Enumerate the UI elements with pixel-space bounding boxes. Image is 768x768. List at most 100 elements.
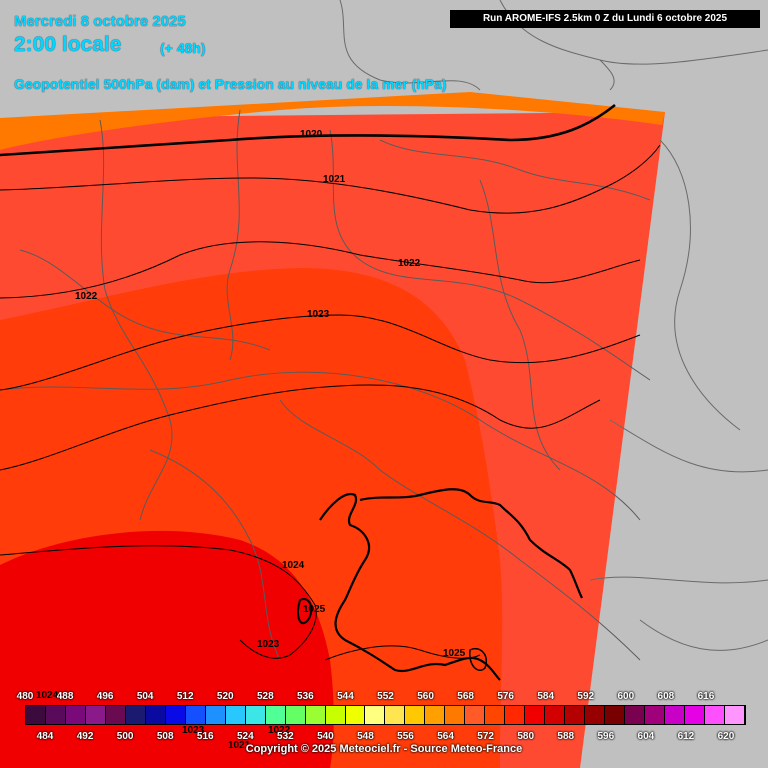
colorbar-label: 608 bbox=[657, 691, 675, 702]
copyright-notice: Copyright © 2025 Meteociel.fr - Source M… bbox=[245, 743, 523, 755]
colorbar-label: 536 bbox=[297, 691, 314, 702]
isobar-label: 1022 bbox=[268, 725, 291, 736]
colorbar-label: 528 bbox=[256, 691, 274, 702]
colorbar-label: 600 bbox=[617, 691, 635, 702]
colorbar-swatch bbox=[525, 706, 546, 724]
colorbar-label: 596 bbox=[597, 731, 615, 742]
colorbar-swatch bbox=[85, 706, 106, 724]
colorbar-label: 484 bbox=[36, 731, 54, 742]
forecast-offset: (+ 48h) bbox=[160, 40, 206, 56]
isobar-label: 1024 bbox=[282, 560, 305, 571]
colorbar-swatch bbox=[485, 706, 506, 724]
colorbar-swatch bbox=[405, 706, 426, 724]
colorbar-swatch bbox=[26, 706, 46, 724]
colorbar-label: 616 bbox=[697, 691, 715, 702]
colorbar-swatch bbox=[105, 706, 126, 724]
outer-borders bbox=[339, 0, 768, 651]
colorbar-label: 512 bbox=[176, 691, 194, 702]
colorbar-swatch bbox=[165, 706, 186, 724]
isobar-label: 1020 bbox=[300, 129, 323, 140]
isobar-label: 1024 bbox=[36, 690, 59, 701]
colorbar-label: 532 bbox=[277, 731, 294, 742]
colorbar-label: 604 bbox=[637, 731, 655, 742]
colorbar-swatch bbox=[605, 706, 626, 724]
colorbar-label: 580 bbox=[517, 731, 535, 742]
isobar-lines bbox=[0, 103, 661, 661]
colorbar-swatch bbox=[245, 706, 266, 724]
colorbar-swatch bbox=[225, 706, 246, 724]
isobar-label: 1023 bbox=[257, 639, 280, 650]
local-time: 2:00 locale bbox=[14, 33, 122, 56]
colorbar-swatch bbox=[465, 706, 486, 724]
colorbar-swatch bbox=[125, 706, 146, 724]
colorbar-label: 584 bbox=[537, 691, 555, 702]
geopotential-band-576 bbox=[0, 92, 665, 150]
colorbar-swatch bbox=[185, 706, 206, 724]
colorbar-label: 560 bbox=[417, 691, 434, 702]
forecast-date: Mercredi 8 octobre 2025 bbox=[14, 13, 186, 30]
colorbar-label: 500 bbox=[116, 731, 134, 742]
run-info-banner: Run AROME-IFS 2.5km 0 Z du Lundi 6 octob… bbox=[450, 10, 760, 28]
colorbar-label: 620 bbox=[717, 731, 735, 742]
colorbar-swatch bbox=[545, 706, 566, 724]
colorbar-label: 480 bbox=[16, 691, 34, 702]
island bbox=[469, 648, 487, 671]
colorbar-swatch bbox=[145, 706, 166, 724]
colorbar-swatch bbox=[445, 706, 466, 724]
colorbar-label: 552 bbox=[377, 691, 394, 702]
colorbar-swatch bbox=[285, 706, 306, 724]
colorbar-label: 612 bbox=[677, 731, 695, 742]
isobar-label: 1022 bbox=[398, 258, 421, 269]
colorbar-label: 572 bbox=[477, 731, 494, 742]
colorbar-swatch bbox=[625, 706, 646, 724]
isobar-label: 1021 bbox=[228, 740, 251, 751]
colorbar-swatch bbox=[205, 706, 226, 724]
colorbar-label: 588 bbox=[557, 731, 575, 742]
colorbar-label: 492 bbox=[76, 731, 94, 742]
colorbar-swatch bbox=[65, 706, 86, 724]
colorbar-swatch bbox=[365, 706, 386, 724]
colorbar-label: 540 bbox=[317, 731, 334, 742]
colorbar-swatch bbox=[425, 706, 446, 724]
colorbar-label: 520 bbox=[216, 691, 234, 702]
colorbar-label: 576 bbox=[497, 691, 514, 702]
colorbar-swatch bbox=[325, 706, 346, 724]
colorbar-swatch bbox=[385, 706, 406, 724]
isobar-label: 1023 bbox=[307, 309, 330, 320]
isobar-label: 1025 bbox=[303, 604, 326, 615]
colorbar-label: 496 bbox=[96, 691, 114, 702]
colorbar-label: 556 bbox=[397, 731, 414, 742]
colorbar-label: 568 bbox=[457, 691, 474, 702]
colorbar-swatch bbox=[704, 706, 725, 724]
colorbar-swatch bbox=[265, 706, 286, 724]
colorbar-swatch bbox=[505, 706, 526, 724]
colorbar-swatch bbox=[645, 706, 665, 724]
colorbar-label: 592 bbox=[577, 691, 595, 702]
colorbar-swatch bbox=[45, 706, 66, 724]
colorbar bbox=[25, 705, 746, 725]
colorbar-swatch bbox=[684, 706, 705, 724]
colorbar-swatch bbox=[345, 706, 366, 724]
colorbar-label: 544 bbox=[337, 691, 354, 702]
colorbar-label: 516 bbox=[196, 731, 214, 742]
isobar-labels: 1020 1021 1022 1022 1023 1024 1025 1025 … bbox=[36, 129, 466, 751]
colorbar-swatch bbox=[565, 706, 586, 724]
colorbar-swatch bbox=[305, 706, 326, 724]
colorbar-label: 564 bbox=[437, 731, 454, 742]
island bbox=[297, 598, 313, 625]
isobar-label: 1022 bbox=[75, 291, 98, 302]
colorbar-label: 504 bbox=[136, 691, 154, 702]
colorbar-swatch bbox=[724, 706, 745, 724]
colorbar-label: 488 bbox=[56, 691, 74, 702]
colorbar-label: 524 bbox=[236, 731, 254, 742]
isobar-label: 1025 bbox=[443, 648, 466, 659]
country-borders bbox=[0, 109, 651, 661]
colorbar-label: 508 bbox=[156, 731, 174, 742]
isobar-label: 1023 bbox=[182, 725, 205, 736]
map-subtitle: Geopotentiel 500hPa (dam) et Pression au… bbox=[14, 76, 447, 92]
colorbar-swatch bbox=[585, 706, 606, 724]
colorbar-swatch bbox=[665, 706, 685, 724]
isobar-label: 1021 bbox=[323, 174, 346, 185]
colorbar-label: 548 bbox=[357, 731, 374, 742]
